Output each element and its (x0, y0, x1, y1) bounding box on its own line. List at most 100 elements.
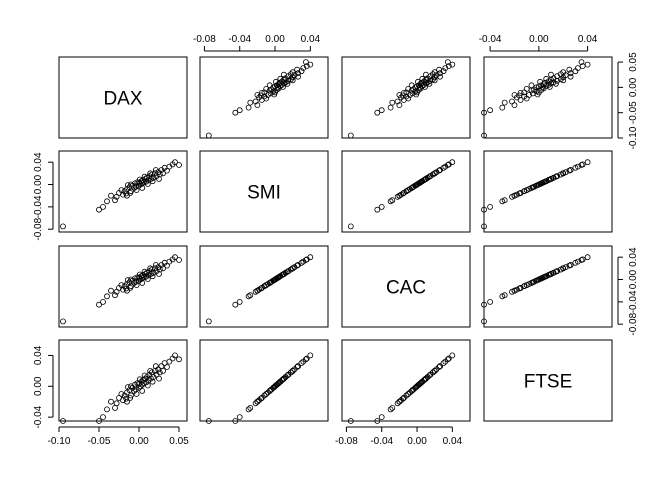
data-point (136, 384, 142, 391)
data-point (436, 66, 443, 73)
data-point (374, 418, 381, 424)
panel-cac-cac: CAC (341, 245, 471, 328)
data-point (553, 80, 559, 87)
data-point (133, 391, 140, 397)
data-point (537, 276, 543, 282)
data-point (546, 84, 553, 90)
data-point (160, 265, 166, 272)
data-point (575, 65, 581, 71)
data-point (295, 73, 301, 80)
data-point (258, 284, 265, 291)
data-point (136, 176, 143, 183)
data-point (172, 352, 178, 359)
panel-smi-smi: SMI (199, 150, 329, 233)
data-point (294, 262, 301, 269)
data-point (272, 78, 279, 85)
data-point (205, 132, 212, 139)
data-point (374, 109, 381, 116)
data-point (400, 189, 407, 196)
data-point (399, 395, 406, 402)
tick-label: 0.00 (265, 34, 285, 45)
data-point (399, 92, 406, 99)
data-point (307, 352, 314, 359)
data-point (560, 77, 567, 84)
data-point (437, 363, 443, 370)
data-point (96, 418, 102, 424)
data-point (567, 262, 574, 268)
data-point (156, 375, 162, 382)
data-point (516, 92, 523, 99)
data-point (136, 271, 143, 278)
tick-label: -0.10 (628, 126, 639, 149)
data-point (289, 77, 296, 84)
tick-label: -0.05 (628, 101, 639, 124)
panel-frame (199, 150, 329, 233)
data-point (413, 384, 420, 391)
tick-label: -0.04 (33, 405, 44, 428)
data-point (147, 170, 154, 177)
panel-frame (58, 339, 188, 422)
data-point (172, 254, 178, 261)
x-axis-smi: -0.08 -0.04 0.00 0.04 (193, 34, 321, 52)
x-axis-dax: -0.10 -0.05 0.00 0.05 (48, 426, 189, 447)
data-point (257, 395, 264, 402)
data-point (517, 90, 524, 96)
data-point (60, 318, 66, 325)
variable-label-smi: SMI (247, 183, 281, 204)
tick-label: 0.04 (301, 34, 321, 45)
data-point (396, 398, 403, 405)
tick-label: 0.00 (407, 436, 427, 447)
data-point (149, 378, 156, 385)
data-point (232, 418, 239, 424)
data-point (141, 173, 148, 180)
panel-ftse-smi (199, 339, 329, 424)
data-point (247, 292, 254, 299)
data-point (499, 104, 506, 111)
data-point (437, 73, 443, 80)
data-point (481, 206, 487, 213)
data-point (431, 69, 438, 76)
x-axis-ftse: -0.04 0.00 0.04 (479, 34, 598, 52)
data-point (245, 104, 252, 111)
data-point (511, 102, 518, 108)
data-point (481, 109, 487, 116)
data-point (245, 406, 252, 413)
data-point (176, 257, 182, 263)
data-point (108, 287, 114, 294)
data-point (133, 187, 140, 194)
tick-label: -0.04 (628, 290, 639, 313)
panel-dax-dax: DAX (58, 56, 188, 139)
data-point (307, 61, 314, 68)
data-point (396, 102, 403, 108)
data-point (523, 187, 530, 194)
data-point (560, 265, 567, 272)
panel-frame (58, 150, 188, 233)
data-point (96, 206, 102, 213)
data-point (271, 277, 278, 284)
data-point (528, 184, 535, 191)
data-point (156, 369, 163, 376)
data-point (176, 356, 182, 363)
data-point (254, 102, 261, 108)
data-point (298, 360, 305, 367)
data-point (528, 82, 535, 89)
data-point (422, 175, 429, 182)
data-point (584, 159, 591, 166)
data-point (149, 178, 156, 185)
data-point (289, 69, 296, 76)
data-point (100, 203, 106, 210)
tick-label: -0.08 (33, 217, 44, 240)
tick-label: -0.05 (88, 436, 111, 447)
data-point (265, 389, 271, 396)
data-point (272, 382, 279, 389)
data-point (232, 109, 239, 116)
panel-smi-ftse (481, 150, 613, 233)
data-point (104, 293, 110, 300)
data-point (289, 265, 296, 272)
tick-label: 0.04 (628, 247, 639, 267)
data-point (501, 292, 508, 299)
data-point (548, 270, 554, 277)
panel-ftse-cac (341, 339, 471, 424)
data-point (266, 387, 273, 394)
data-point (481, 301, 487, 308)
